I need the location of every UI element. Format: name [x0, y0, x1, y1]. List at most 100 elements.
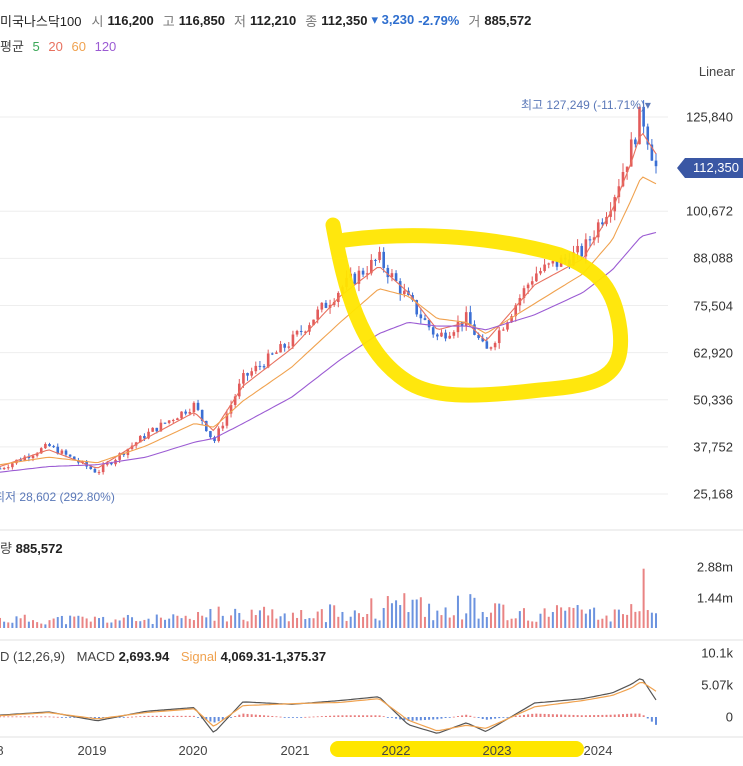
high-label: 고: [162, 13, 175, 29]
candle-body: [180, 411, 183, 419]
time-tick-label: 2019: [77, 743, 107, 758]
candle-body: [217, 428, 220, 442]
macd-histogram-bar: [118, 717, 121, 718]
candle-body: [361, 270, 365, 275]
ma5-legend[interactable]: 5: [32, 39, 40, 54]
macd-histogram-bar: [151, 715, 154, 717]
candle-body: [535, 273, 538, 282]
scale-toggle[interactable]: Linear: [698, 64, 735, 79]
candle-body: [304, 331, 307, 333]
macd-histogram-bar: [234, 716, 237, 717]
macd-histogram-bar: [131, 716, 134, 718]
candle-body: [254, 365, 258, 372]
macd-histogram-bar: [337, 715, 340, 717]
candle-body: [48, 444, 51, 447]
volume-bar: [485, 617, 488, 628]
candle-body: [386, 267, 390, 278]
candle-body: [588, 239, 592, 241]
volume-bar: [535, 621, 538, 628]
candle-body: [625, 166, 629, 173]
macd-histogram-bar: [172, 715, 175, 717]
candle-body: [221, 425, 225, 429]
candle-body: [60, 450, 64, 454]
time-tick-label: 2023: [482, 743, 512, 758]
macd-histogram-bar: [164, 715, 167, 717]
volume-bar: [110, 622, 113, 628]
macd-histogram-bar: [489, 717, 492, 720]
macd-histogram-bar: [40, 716, 43, 718]
volume-bar: [403, 593, 406, 628]
macd-histogram-bar: [242, 713, 245, 717]
highlight-circle: [325, 217, 629, 403]
macd-histogram-bar: [477, 717, 480, 718]
macd-histogram-bar: [209, 717, 212, 722]
volume-bar: [353, 610, 356, 628]
ma120-legend[interactable]: 120: [94, 39, 117, 54]
macd-histogram-bar: [52, 716, 55, 718]
volume-bar: [93, 616, 96, 628]
candle-body: [448, 335, 452, 339]
volume-bar: [572, 607, 575, 628]
macd-histogram-bar: [296, 717, 299, 718]
macd-histogram-bar: [527, 714, 530, 717]
candle-body: [592, 237, 596, 241]
ma60-legend[interactable]: 60: [71, 39, 86, 54]
macd-histogram-bar: [502, 717, 505, 718]
volume-bar: [275, 618, 278, 628]
macd-histogram-bar: [324, 715, 327, 717]
candle-body: [382, 251, 385, 268]
instrument-title: 미국나스닥100: [0, 13, 82, 29]
change-percent: -2.79%: [418, 12, 460, 28]
volume-bar: [461, 619, 464, 628]
volume-bar: [184, 615, 187, 628]
candle-body: [609, 211, 612, 217]
macd-histogram-bar: [7, 716, 10, 718]
volume-bar: [605, 615, 608, 628]
volume-bar: [634, 611, 637, 628]
candle-body: [489, 347, 493, 349]
volume-bar: [143, 619, 146, 628]
macd-histogram-bar: [539, 713, 542, 717]
time-tick-label: 2022: [381, 743, 411, 758]
candle-body: [56, 446, 60, 454]
volume-bar: [357, 613, 360, 628]
candle-body: [171, 420, 175, 422]
candle-body: [200, 409, 204, 421]
candle-body: [163, 422, 167, 424]
volume-bar: [234, 608, 237, 628]
candle-body: [551, 261, 555, 264]
volume-bar: [242, 619, 245, 628]
volume-bar: [370, 598, 373, 628]
macd-histogram-bar: [395, 717, 398, 719]
candle-body: [147, 431, 150, 439]
moving-average-legend[interactable]: 평균 5 20 60 120: [0, 36, 121, 55]
volume-bar: [180, 618, 183, 628]
price-tick-label: 100,672: [686, 203, 733, 219]
price-tick-label: 37,752: [693, 439, 733, 455]
candle-body: [262, 366, 266, 368]
volume-bar: [452, 615, 455, 628]
candle-body: [316, 309, 319, 320]
macd-histogram-bar: [267, 715, 270, 717]
volume-tick-label: 1.44m: [696, 590, 733, 605]
macd-histogram-bar: [374, 715, 377, 717]
volume-bar: [494, 603, 497, 628]
macd-histogram-bar: [564, 714, 567, 717]
volume-bar: [40, 623, 43, 628]
macd-histogram-bar: [382, 716, 385, 718]
macd-histogram-bar: [386, 717, 389, 718]
macd-line: [0, 678, 657, 734]
volume-bar: [296, 617, 299, 628]
macd-histogram-bar: [551, 714, 554, 717]
volume-bar: [522, 608, 525, 628]
macd-histogram-bar: [390, 717, 393, 718]
volume-bar: [655, 613, 657, 628]
volume-bar: [448, 617, 451, 628]
price-tick-label: 88,088: [693, 250, 733, 266]
candle-body: [415, 300, 419, 315]
ma20-legend[interactable]: 20: [48, 39, 63, 54]
volume-bar: [613, 609, 616, 628]
macd-histogram-bar: [444, 717, 447, 718]
macd-histogram-bar: [19, 716, 22, 718]
